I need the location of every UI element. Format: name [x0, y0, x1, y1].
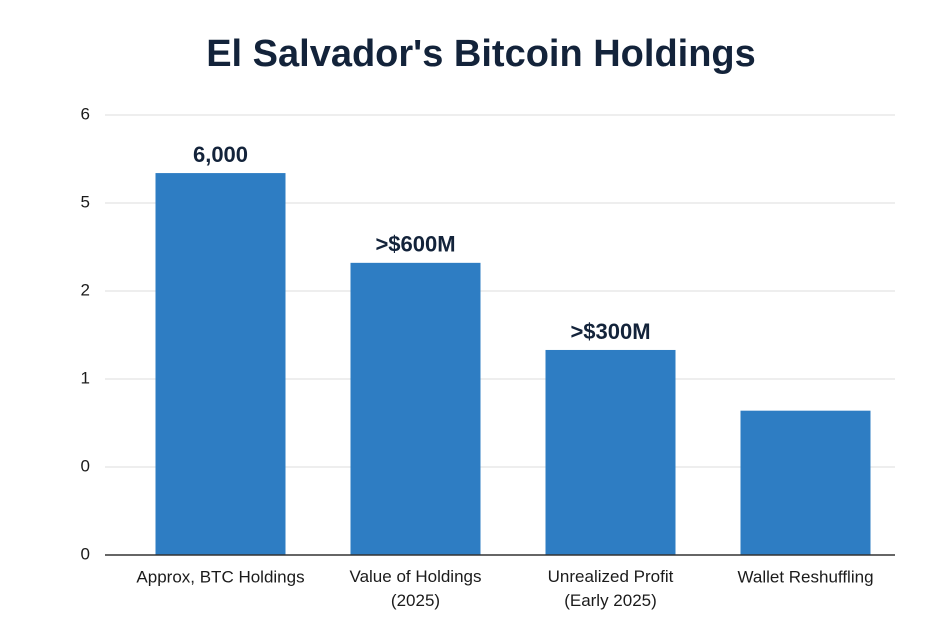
bar: [155, 173, 286, 555]
y-tick-label: 0: [81, 544, 90, 563]
x-tick-label: Wallet Reshuffling: [737, 567, 873, 586]
y-tick-label: 6: [81, 104, 90, 123]
y-tick-label: 5: [81, 192, 90, 211]
bar-label: >$600M: [375, 232, 455, 257]
chart-title: El Salvador's Bitcoin Holdings: [206, 33, 756, 75]
y-tick-label: 0: [81, 456, 90, 475]
bar: [350, 262, 481, 555]
y-tick-label: 1: [81, 368, 90, 387]
x-tick-label: Approx, BTC Holdings: [136, 567, 304, 586]
bar-label: >$300M: [570, 319, 650, 344]
bar: [545, 349, 676, 555]
x-tick-label: Value of Holdings (2025): [350, 567, 482, 610]
bar: [740, 410, 871, 555]
bar-label: 6,000: [193, 142, 248, 167]
x-tick-label: Unrealized Profit (Early 2025): [548, 567, 674, 610]
y-tick-label: 2: [81, 280, 90, 299]
